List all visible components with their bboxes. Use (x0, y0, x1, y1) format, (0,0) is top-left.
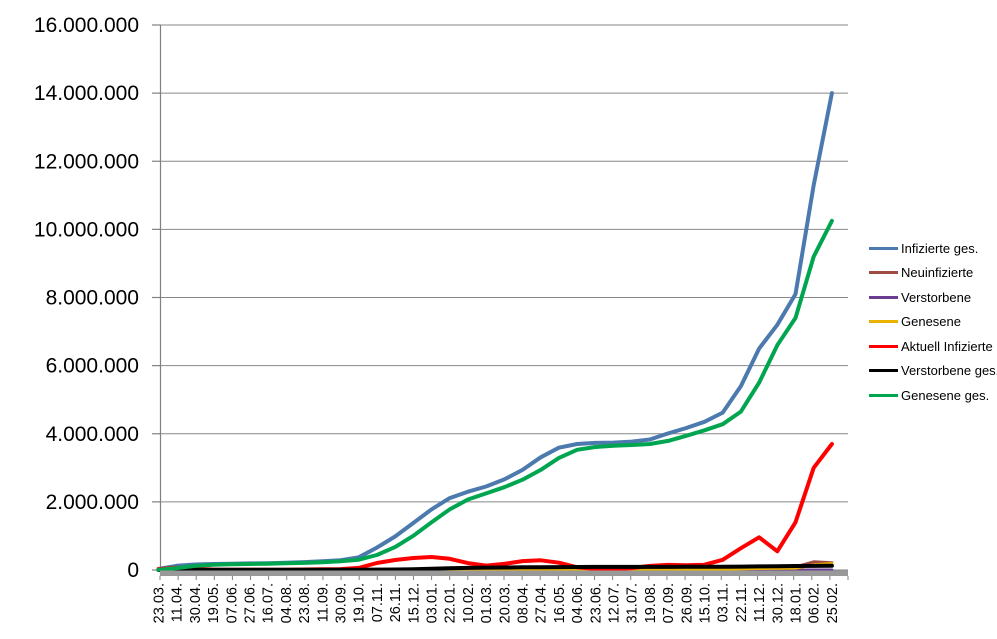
legend-line-swatch-genesene (869, 320, 898, 324)
x-axis-label: 31.07. (625, 583, 641, 623)
legend-item-neuinfizierte[interactable]: Neuinfizierte (869, 261, 997, 286)
x-axis-label: 16.07. (261, 583, 277, 623)
x-axis-label: 27.04. (534, 583, 550, 623)
legend-line-swatch-verstorbene-ges (869, 369, 898, 373)
x-axis-label: 25.02. (825, 583, 841, 623)
x-axis-label: 18.01. (789, 583, 805, 623)
x-axis-label: 08.04. (516, 583, 532, 623)
legend-item-genesene[interactable]: Genesene (869, 310, 997, 335)
x-axis-label: 10.02. (461, 583, 477, 623)
y-axis-label: 2.000.000 (46, 491, 139, 514)
x-axis-label: 19.08. (643, 583, 659, 623)
x-axis-label: 03.11. (716, 583, 732, 622)
y-axis-label: 0 (127, 559, 139, 582)
x-axis-label: 11.12. (752, 583, 768, 622)
x-axis-label: 30.09. (334, 583, 350, 623)
x-axis-label: 30.12. (770, 583, 786, 623)
legend-label: Genesene ges. (901, 387, 990, 403)
legend-line-swatch-neuinfizierte (869, 271, 898, 275)
legend-label: Verstorbene (901, 289, 972, 305)
x-axis-label: 19.05. (206, 583, 222, 623)
legend-item-genesene-ges[interactable]: Genesene ges. (869, 383, 997, 408)
x-axis-baseline-bar (160, 570, 848, 576)
y-axis-label: 8.000.000 (46, 287, 139, 310)
y-axis-label: 14.000.000 (34, 82, 139, 105)
legend-item-aktuell-infizierte[interactable]: Aktuell Infizierte (869, 334, 997, 359)
legend-line-swatch-verstorbene (869, 295, 898, 299)
x-axis-label: 04.08. (279, 583, 295, 623)
legend-line-swatch-aktuell-infizierte (869, 344, 898, 348)
x-axis-label: 26.09. (679, 583, 695, 623)
y-axis-label: 4.000.000 (46, 423, 139, 446)
legend-label: Aktuell Infizierte (901, 338, 993, 354)
legend-label: Genesene (901, 314, 961, 330)
x-axis-label: 26.11. (388, 583, 404, 622)
x-axis-label: 16.05. (552, 583, 568, 623)
x-axis-label: 07.11. (370, 583, 386, 622)
x-axis-label: 11.09. (315, 583, 331, 622)
y-axis-label: 6.000.000 (46, 355, 139, 378)
x-axis-label: 15.12. (406, 583, 422, 623)
x-axis-label: 23.03. (152, 583, 168, 623)
x-axis-label: 07.09. (661, 583, 677, 623)
legend-line-swatch-genesene-ges (869, 393, 898, 397)
x-axis-label: 15.10. (698, 583, 714, 623)
x-axis-label: 30.04. (188, 583, 204, 623)
legend-label: Infizierte ges. (901, 240, 979, 256)
x-axis-label: 23.06. (588, 583, 604, 623)
x-axis-label: 12.07. (607, 583, 623, 623)
x-axis-label: 04.06. (570, 583, 586, 623)
y-axis-label: 16.000.000 (34, 14, 139, 37)
series-line-genesene-ges[interactable] (156, 218, 834, 572)
legend-item-verstorbene[interactable]: Verstorbene (869, 285, 997, 310)
legend-item-infizierte-ges[interactable]: Infizierte ges. (869, 236, 997, 261)
legend-item-verstorbene-ges[interactable]: Verstorbene ges. (869, 359, 997, 384)
chart-legend: Infizierte ges. Neuinfizierte Verstorbene G… (869, 236, 997, 408)
x-axis-label: 06.02. (807, 583, 823, 623)
series-line-verstorbene-ges[interactable] (156, 563, 834, 572)
legend-label: Neuinfizierte (901, 265, 974, 281)
series-line-infizierte-ges[interactable] (156, 91, 834, 571)
x-axis-label: 07.06. (224, 583, 240, 623)
y-axis-label: 12.000.000 (34, 150, 139, 173)
legend-label: Verstorbene ges. (901, 363, 997, 379)
x-axis-label: 22.01. (443, 583, 459, 623)
x-axis-label: 11.04. (170, 583, 186, 622)
x-axis-label: 03.01. (425, 583, 441, 623)
legend-line-swatch-infizierte-ges (869, 246, 898, 250)
y-axis-label: 10.000.000 (34, 218, 139, 241)
series-line-aktuell-infizierte[interactable] (156, 442, 834, 572)
x-axis-label: 22.11. (734, 583, 750, 622)
x-axis-label: 20.03. (497, 583, 513, 623)
x-axis-label: 23.08. (297, 583, 313, 623)
x-axis-label: 27.06. (243, 583, 259, 623)
x-axis-label: 01.03. (479, 583, 495, 623)
x-axis-label: 19.10. (352, 583, 368, 623)
